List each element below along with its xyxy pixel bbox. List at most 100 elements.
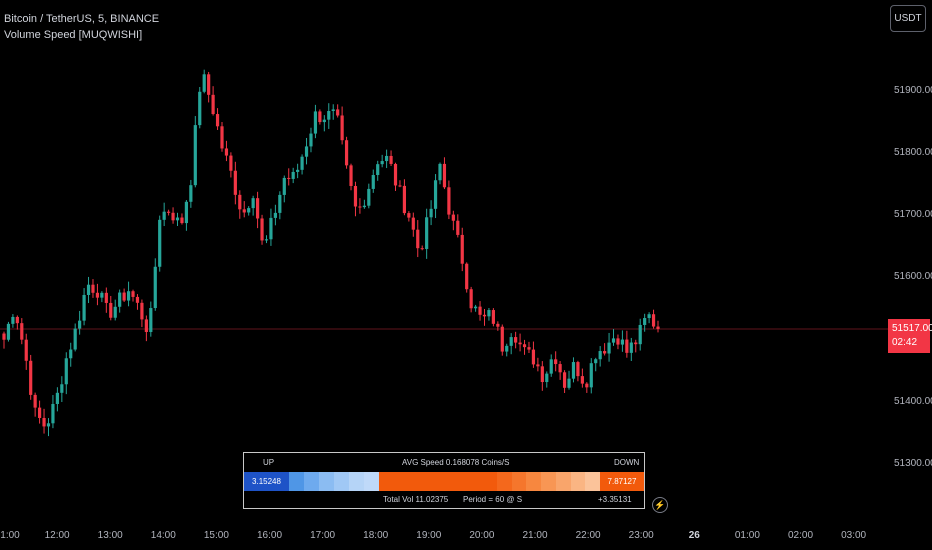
candle-body	[207, 74, 211, 95]
up-gradient	[289, 472, 379, 491]
candle-body	[344, 140, 349, 166]
candle-body	[393, 163, 398, 186]
candle-body	[469, 289, 473, 309]
candle-body	[420, 248, 424, 250]
candle-body	[11, 316, 15, 324]
candle-body	[171, 212, 175, 221]
period-label: Period = 60 @ S	[463, 495, 523, 504]
candle-body	[589, 363, 593, 388]
time-tick-label: 02:00	[787, 530, 814, 541]
candle-body	[540, 366, 544, 383]
candle-body	[313, 111, 318, 134]
candle-body	[282, 177, 286, 195]
candle-body	[496, 323, 500, 327]
time-tick-label: 14:00	[150, 530, 176, 541]
candle-body	[362, 205, 366, 208]
candle-body	[73, 328, 77, 350]
candle-body	[104, 292, 108, 303]
candle-body	[371, 175, 375, 189]
candle-body	[211, 94, 215, 115]
candle-body	[433, 180, 438, 209]
candle-body	[37, 407, 42, 418]
down-label: DOWN	[614, 458, 640, 467]
candle-body	[287, 177, 291, 179]
candle-body	[264, 239, 269, 241]
time-tick-label: 1:00	[0, 530, 20, 541]
time-tick-label: 03:00	[841, 530, 867, 541]
candle-body	[51, 403, 55, 424]
candle-body	[465, 263, 469, 290]
candle-body	[140, 302, 144, 320]
candle-body	[113, 306, 117, 318]
gradient-cell-down	[541, 472, 556, 491]
candle-body	[562, 372, 567, 388]
candle-body	[2, 333, 6, 340]
candle-body	[536, 364, 540, 367]
candle-body	[438, 163, 442, 181]
gradient-row: 3.15248 7.87127	[244, 472, 644, 491]
candle-body	[447, 187, 451, 215]
gradient-cell-up	[319, 472, 334, 491]
candle-body	[255, 198, 260, 219]
candle-body	[91, 284, 95, 293]
candle-body	[638, 324, 642, 345]
candle-body	[273, 212, 277, 218]
candle-body	[144, 319, 148, 332]
candle-body	[567, 378, 571, 388]
candle-body	[184, 201, 189, 224]
candle-body	[514, 337, 518, 343]
time-tick-label: 16:00	[256, 530, 283, 541]
candle-body	[442, 163, 447, 188]
candle-body	[385, 155, 389, 162]
candle-body	[55, 392, 59, 404]
candle-body	[6, 323, 11, 340]
gradient-cell-up	[364, 472, 379, 491]
candle-body	[482, 314, 487, 317]
table-footer-row: Total Vol 11.02375 Period = 60 @ S +3.35…	[244, 491, 644, 508]
currency-button[interactable]: USDT	[890, 5, 926, 32]
candle-body	[340, 115, 344, 141]
candle-body	[571, 362, 576, 379]
candle-body	[389, 155, 393, 164]
lightning-icon[interactable]: ⚡	[652, 497, 668, 513]
candle-body	[647, 314, 651, 319]
gradient-cell-down	[379, 472, 497, 491]
candle-body	[505, 345, 509, 352]
candle-body	[64, 358, 68, 385]
candle-body	[500, 326, 504, 352]
current-price-value: 51517.00	[892, 323, 932, 334]
candle-body	[527, 347, 531, 350]
candle-body	[429, 208, 433, 218]
candle-body	[456, 220, 460, 235]
candle-body	[229, 155, 233, 171]
gradient-cell-down	[526, 472, 542, 491]
candle-body	[451, 214, 455, 221]
candle-body	[487, 310, 491, 317]
candle-body	[460, 234, 464, 264]
candle-body	[491, 310, 495, 324]
candle-body	[331, 109, 335, 112]
candle-body	[233, 170, 237, 195]
candle-body	[122, 292, 126, 301]
candle-body	[24, 339, 28, 361]
candle-body	[278, 194, 282, 213]
candle-body	[625, 339, 629, 353]
time-tick-label: 12:00	[44, 530, 70, 541]
candle-body	[198, 91, 202, 126]
candle-body	[242, 209, 246, 213]
candle-body	[15, 316, 19, 324]
candle-body	[202, 74, 206, 92]
candle-body	[402, 185, 407, 214]
candle-body	[367, 188, 371, 206]
candle-body	[576, 362, 580, 377]
candle-body	[607, 342, 611, 354]
gradient-cell-down	[570, 472, 586, 491]
candle-body	[531, 349, 536, 365]
candle-body	[158, 219, 162, 267]
price-tick-label: 51800.00	[894, 146, 932, 158]
candle-body	[238, 194, 242, 210]
time-tick-label: 17:00	[310, 530, 336, 541]
symbol-title: Bitcoin / TetherUS, 5, BINANCE	[4, 13, 160, 25]
down-gradient	[379, 472, 600, 491]
